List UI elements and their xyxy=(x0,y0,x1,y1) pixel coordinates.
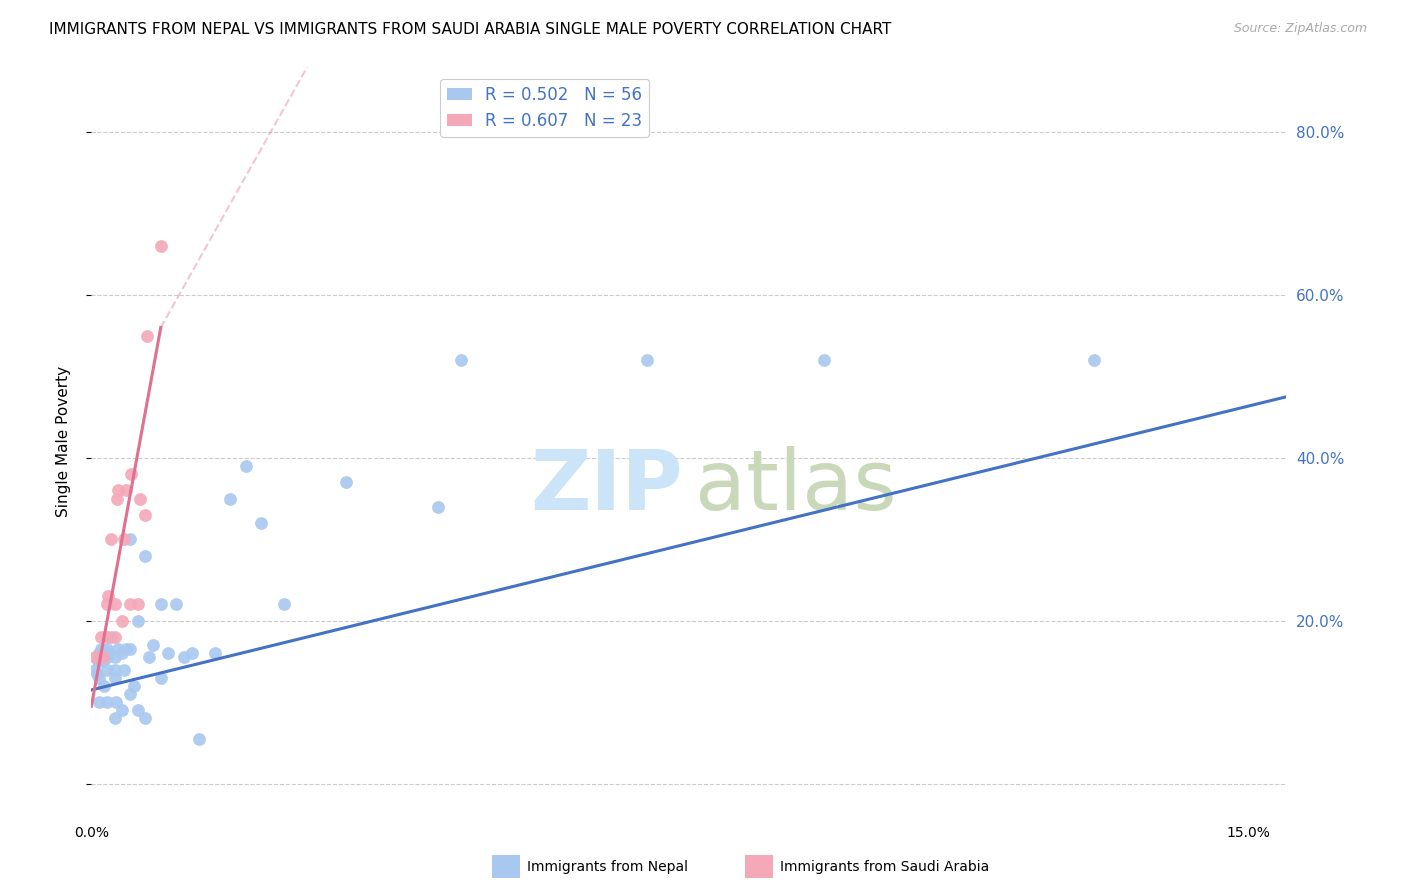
Point xyxy=(105,491,128,506)
Point xyxy=(103,671,125,685)
Point xyxy=(100,630,122,644)
Point xyxy=(90,642,112,657)
Point xyxy=(427,500,450,514)
Text: Immigrants from Nepal: Immigrants from Nepal xyxy=(527,860,689,874)
Point xyxy=(90,630,112,644)
Point xyxy=(335,475,357,490)
Point xyxy=(105,695,128,709)
Point xyxy=(97,589,120,603)
Point xyxy=(188,731,211,746)
Point xyxy=(91,650,114,665)
Point xyxy=(107,483,129,498)
Point xyxy=(86,650,108,665)
Point xyxy=(84,650,107,665)
Point xyxy=(103,630,125,644)
Point xyxy=(165,598,187,612)
Point xyxy=(96,630,118,644)
Point xyxy=(1083,353,1105,368)
Legend: R = 0.502   N = 56, R = 0.607   N = 23: R = 0.502 N = 56, R = 0.607 N = 23 xyxy=(440,79,650,136)
Point xyxy=(173,650,195,665)
Point xyxy=(127,614,149,628)
Point xyxy=(103,650,125,665)
Point xyxy=(115,483,138,498)
Point xyxy=(135,328,157,343)
Point xyxy=(149,671,172,685)
Point xyxy=(103,663,125,677)
Point xyxy=(96,642,118,657)
Point xyxy=(813,353,835,368)
Point xyxy=(103,711,125,725)
Text: Source: ZipAtlas.com: Source: ZipAtlas.com xyxy=(1233,22,1367,36)
Point xyxy=(107,642,129,657)
Point xyxy=(149,239,172,253)
Point xyxy=(138,650,160,665)
Point xyxy=(100,533,122,547)
Text: IMMIGRANTS FROM NEPAL VS IMMIGRANTS FROM SAUDI ARABIA SINGLE MALE POVERTY CORREL: IMMIGRANTS FROM NEPAL VS IMMIGRANTS FROM… xyxy=(49,22,891,37)
Point xyxy=(134,549,156,563)
Point xyxy=(204,646,226,660)
Point xyxy=(157,646,180,660)
Point xyxy=(134,508,156,522)
Point xyxy=(250,516,273,530)
Point xyxy=(111,703,134,717)
Point xyxy=(127,703,149,717)
Point xyxy=(149,598,172,612)
Text: ZIP: ZIP xyxy=(530,446,683,527)
Point xyxy=(118,533,141,547)
Point xyxy=(112,533,135,547)
Point xyxy=(96,598,118,612)
Point xyxy=(86,655,108,669)
Point xyxy=(636,353,658,368)
Point xyxy=(121,467,143,482)
Point xyxy=(87,650,110,665)
Text: atlas: atlas xyxy=(695,446,897,527)
Point xyxy=(111,646,134,660)
Point xyxy=(93,679,115,693)
Point xyxy=(129,491,152,506)
Point xyxy=(96,650,118,665)
Point xyxy=(103,598,125,612)
Point xyxy=(118,687,141,701)
Point xyxy=(87,695,110,709)
Point xyxy=(87,650,110,665)
Point xyxy=(450,353,472,368)
Y-axis label: Single Male Poverty: Single Male Poverty xyxy=(56,366,70,517)
Point xyxy=(127,598,149,612)
Point xyxy=(96,663,118,677)
Point xyxy=(86,666,108,681)
Point xyxy=(142,638,165,652)
Point xyxy=(112,663,135,677)
Point xyxy=(118,598,141,612)
Point xyxy=(134,711,156,725)
Point xyxy=(122,679,145,693)
Point xyxy=(91,655,114,669)
Point xyxy=(97,646,120,660)
Point xyxy=(96,695,118,709)
Text: Immigrants from Saudi Arabia: Immigrants from Saudi Arabia xyxy=(780,860,990,874)
Point xyxy=(219,491,242,506)
Point xyxy=(87,646,110,660)
Point xyxy=(115,642,138,657)
Point xyxy=(235,458,257,473)
Point xyxy=(90,650,112,665)
Point xyxy=(87,671,110,685)
Point xyxy=(118,642,141,657)
Point xyxy=(111,614,134,628)
Point xyxy=(84,663,107,677)
Point xyxy=(273,598,295,612)
Point xyxy=(94,646,117,660)
Point xyxy=(180,646,202,660)
